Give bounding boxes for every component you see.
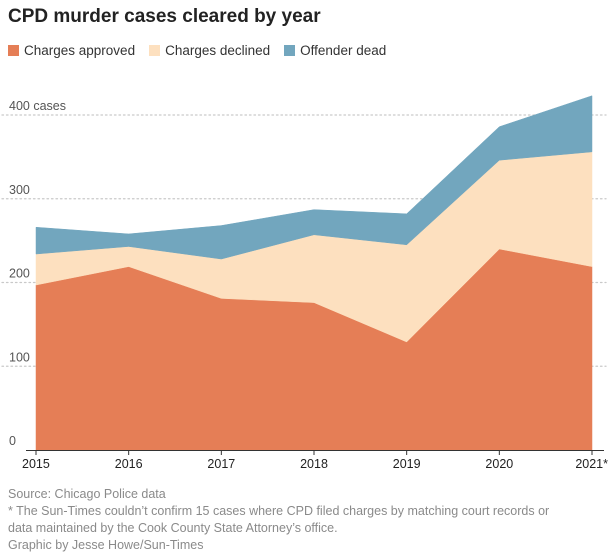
legend-label-offender-dead: Offender dead	[300, 43, 387, 58]
x-tick-label: 2018	[300, 457, 328, 471]
legend-label-charges-approved: Charges approved	[24, 43, 136, 58]
x-tick-label: 2019	[393, 457, 421, 471]
x-tick-label: 2021*	[575, 457, 608, 471]
area-offender-dead	[35, 95, 593, 260]
chart-title: CPD murder cases cleared by year	[8, 6, 321, 27]
source-note: Source: Chicago Police data	[8, 487, 166, 501]
y-tick-label: 100	[9, 350, 30, 364]
y-tick-label: 200	[9, 267, 30, 281]
y-tick-label: 300	[9, 183, 30, 197]
footnote-line-1: * The Sun-Times couldn’t confirm 15 case…	[8, 504, 550, 518]
legend-item-charges-declined: Charges declined	[149, 43, 270, 58]
chart-legend: Charges approved Charges declined Offend…	[8, 43, 400, 58]
x-tick-label: 2016	[115, 457, 143, 471]
footnote-line-2: data maintained by the Cook County State…	[8, 521, 338, 535]
legend-swatch-charges-declined	[149, 45, 161, 56]
stacked-area-chart: 0 100 200 300 400 cases 2015 2016 2017 2018 2019 2…	[1, 95, 608, 471]
x-tick-label: 2020	[485, 457, 513, 471]
chart-notes: Source: Chicago Police data * The Sun-Ti…	[8, 486, 608, 554]
legend-swatch-charges-approved	[8, 45, 19, 56]
legend-item-offender-dead: Offender dead	[284, 43, 386, 58]
x-tick-label: 2015	[22, 457, 50, 471]
y-tick-label: 0	[9, 434, 16, 448]
graphic-credit: Graphic by Jesse Howe/Sun-Times	[8, 538, 204, 552]
x-tick-label: 2017	[207, 457, 235, 471]
legend-label-charges-declined: Charges declined	[165, 43, 271, 58]
y-tick-label: 400 cases	[9, 99, 66, 113]
axis-layer: 0 100 200 300 400 cases 2015 2016 2017 2018 2019 2…	[9, 99, 608, 471]
legend-swatch-offender-dead	[284, 45, 296, 56]
legend-item-charges-approved: Charges approved	[8, 43, 135, 58]
area-layer	[35, 95, 593, 451]
